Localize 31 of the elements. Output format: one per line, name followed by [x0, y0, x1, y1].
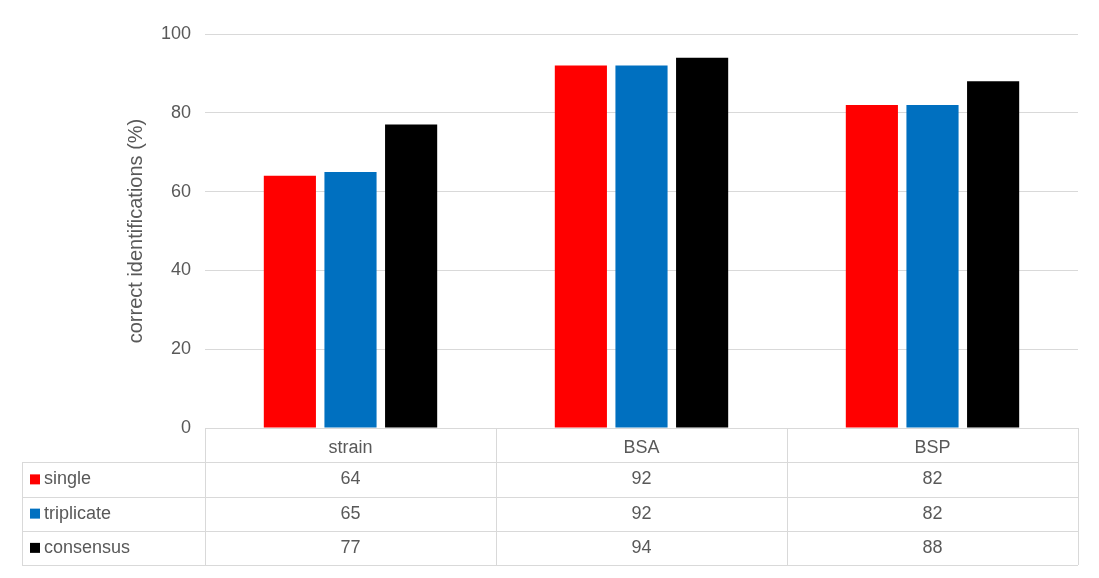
data-label: 88	[922, 536, 943, 557]
y-tick-label: 40	[170, 259, 191, 280]
bar	[385, 124, 438, 428]
bar	[967, 81, 1020, 428]
data-label: 92	[631, 468, 652, 489]
bar	[263, 175, 316, 428]
bar	[615, 65, 668, 428]
y-axis-title: correct identifications (%)	[123, 118, 146, 344]
data-label: 64	[340, 468, 361, 489]
bar	[324, 171, 377, 428]
bar	[906, 104, 959, 428]
bar	[676, 57, 729, 428]
data-label: 92	[631, 502, 652, 523]
legend-label: consensus	[44, 536, 131, 557]
x-tick-label: strain	[328, 436, 373, 457]
x-tick-label: BSP	[914, 436, 951, 457]
data-label: 82	[922, 502, 943, 523]
data-label: 82	[922, 468, 943, 489]
data-label: 65	[340, 502, 361, 523]
y-tick-label: 0	[180, 416, 191, 437]
x-tick-label: BSA	[623, 436, 660, 457]
bar	[554, 65, 607, 428]
data-label: 77	[340, 536, 361, 557]
bar	[845, 104, 898, 428]
y-tick-label: 60	[170, 180, 191, 201]
y-tick-label: 20	[170, 338, 191, 359]
legend-label: triplicate	[44, 502, 112, 523]
y-tick-label: 100	[160, 22, 191, 43]
y-tick-label: 80	[170, 101, 191, 122]
data-label: 94	[631, 536, 652, 557]
legend-label: single	[44, 468, 92, 489]
